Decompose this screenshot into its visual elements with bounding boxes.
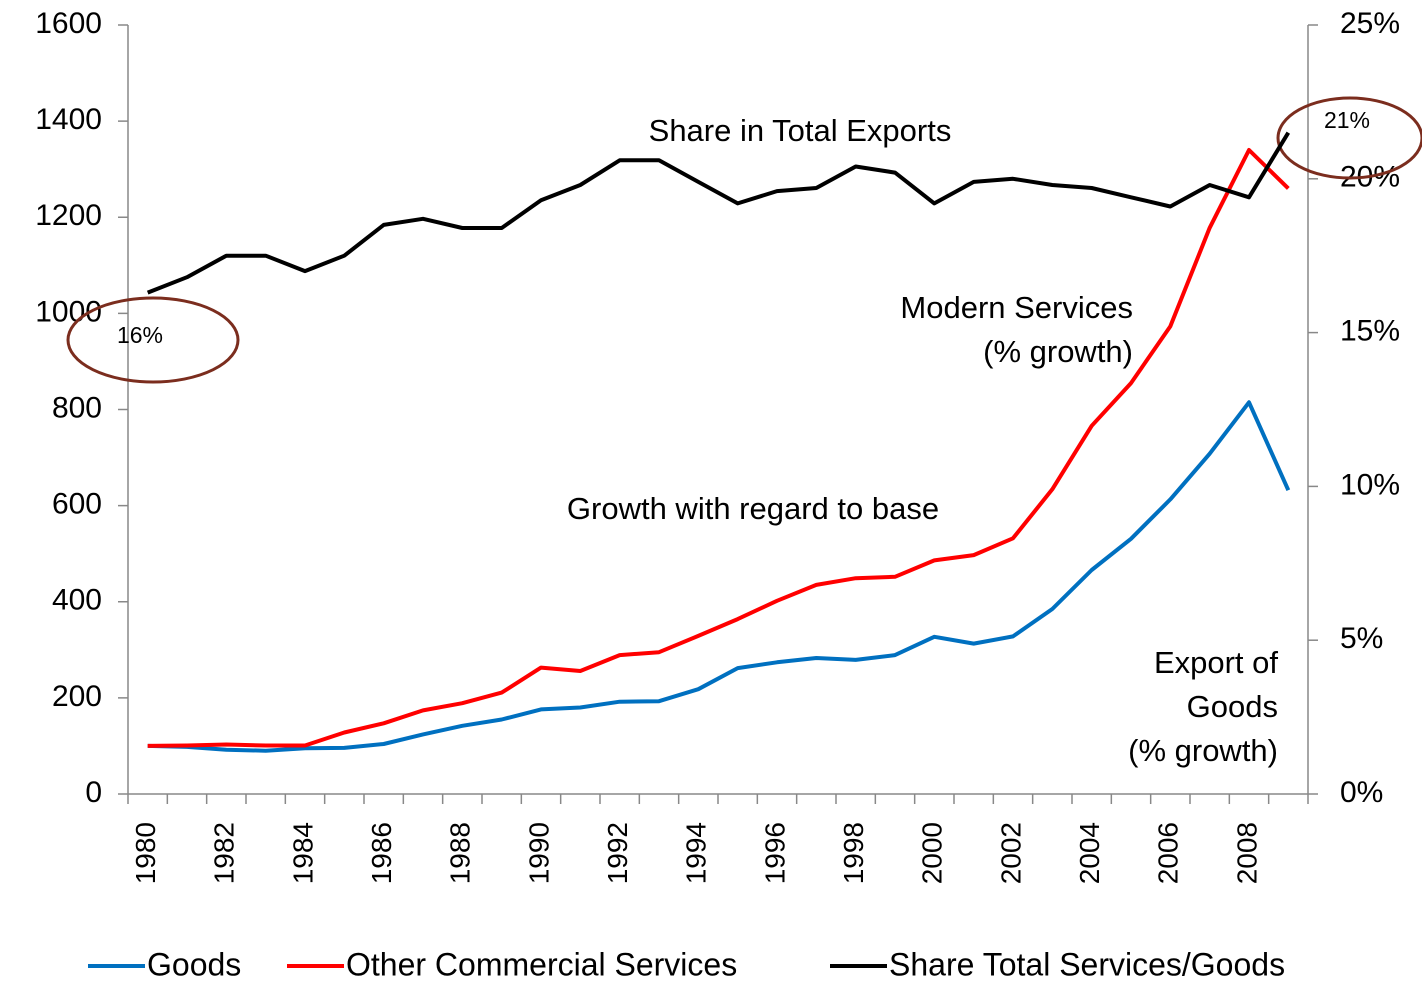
annotation: Goods bbox=[1187, 689, 1278, 724]
x-tick-label: 1980 bbox=[130, 822, 161, 884]
annotation: 21% bbox=[1324, 107, 1370, 133]
y-tick-label: 1600 bbox=[35, 7, 102, 40]
highlight-ellipse bbox=[1276, 96, 1422, 180]
y-tick-label: 400 bbox=[52, 584, 102, 617]
x-tick-label: 1994 bbox=[681, 822, 712, 884]
legend-label: Other Commercial Services bbox=[346, 946, 737, 982]
annotation: Modern Services bbox=[900, 290, 1133, 325]
annotation: (% growth) bbox=[1128, 733, 1278, 768]
x-tick-label: 1988 bbox=[445, 822, 476, 884]
series-line bbox=[147, 400, 1291, 753]
y2-tick-label: 5% bbox=[1340, 622, 1383, 655]
x-tick-label: 1986 bbox=[366, 822, 397, 884]
legend-label: Share Total Services/Goods bbox=[889, 946, 1285, 982]
x-tick-label: 1984 bbox=[287, 822, 318, 884]
y-tick-label: 0 bbox=[85, 776, 102, 809]
series-line bbox=[147, 148, 1290, 748]
x-tick-label: 1982 bbox=[209, 822, 240, 884]
annotation: Share in Total Exports bbox=[649, 113, 952, 148]
x-tick-label: 2008 bbox=[1231, 822, 1262, 884]
y2-tick-label: 25% bbox=[1340, 7, 1400, 40]
x-tick-label: 1990 bbox=[523, 822, 554, 884]
y2-tick-label: 10% bbox=[1340, 468, 1400, 501]
y-tick-label: 600 bbox=[52, 488, 102, 521]
annotation: Export of bbox=[1154, 645, 1278, 680]
x-tick-label: 2002 bbox=[995, 822, 1026, 884]
y2-tick-label: 0% bbox=[1340, 776, 1383, 809]
y-tick-label: 1400 bbox=[35, 103, 102, 136]
y-tick-label: 1200 bbox=[35, 199, 102, 232]
legend-label: Goods bbox=[147, 946, 241, 982]
x-tick-label: 1996 bbox=[759, 822, 790, 884]
annotation: Growth with regard to base bbox=[567, 491, 939, 526]
x-tick-label: 2000 bbox=[917, 822, 948, 884]
x-tick-label: 2006 bbox=[1153, 822, 1184, 884]
highlight-ellipse bbox=[66, 296, 240, 384]
y-tick-label: 800 bbox=[52, 391, 102, 424]
series-line bbox=[146, 131, 1291, 295]
x-tick-label: 1998 bbox=[838, 822, 869, 884]
y2-tick-label: 15% bbox=[1340, 315, 1400, 348]
x-tick-label: 2004 bbox=[1074, 822, 1105, 884]
y-tick-label: 200 bbox=[52, 680, 102, 713]
x-tick-label: 1992 bbox=[602, 822, 633, 884]
annotation: 16% bbox=[117, 322, 163, 348]
annotation: (% growth) bbox=[983, 334, 1133, 369]
